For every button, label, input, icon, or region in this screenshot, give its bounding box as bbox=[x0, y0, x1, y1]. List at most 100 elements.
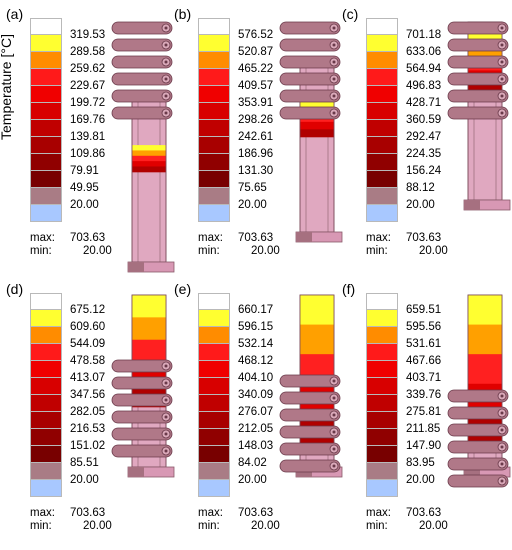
colorbar-segment bbox=[366, 86, 398, 103]
max-min-readout: max: 703.63 min: 20.00 bbox=[366, 507, 448, 533]
heat-zone-band bbox=[300, 295, 334, 326]
max-key: max: bbox=[30, 507, 55, 519]
colorbar-segment bbox=[30, 154, 62, 171]
induction-model bbox=[111, 21, 175, 273]
panel-b: (b) 576.52 520.87 465.22 409.57 353.91 298.26 2… bbox=[168, 0, 343, 275]
colorbar-segment bbox=[198, 480, 230, 497]
coil-turn bbox=[111, 89, 173, 103]
heat-zone-band bbox=[300, 99, 334, 108]
tick-label: 339.76 bbox=[406, 389, 442, 401]
colorbar-axis-label: Temperature [°C] bbox=[0, 34, 14, 140]
coil-turn bbox=[447, 406, 509, 420]
coil-turn bbox=[447, 423, 509, 437]
tick-label: 20.00 bbox=[406, 199, 435, 211]
panel-d: (d) 675.12 609.60 544.09 478.58 413.07 347.56 2… bbox=[0, 275, 175, 550]
colorbar-segment bbox=[30, 463, 62, 480]
tick-label: 596.15 bbox=[238, 321, 274, 333]
tube bbox=[299, 61, 335, 233]
coil-turn bbox=[447, 38, 509, 52]
max-min-readout: max: 703.63 min: 20.00 bbox=[198, 507, 280, 533]
tick-label: 147.90 bbox=[406, 440, 442, 452]
max-min-readout: max: 703.63 min: 20.00 bbox=[30, 232, 112, 258]
colorbar bbox=[198, 18, 230, 222]
colorbar-segment bbox=[30, 344, 62, 361]
colorbar bbox=[366, 18, 398, 222]
coil-turn bbox=[279, 425, 341, 439]
colorbar-segment bbox=[366, 154, 398, 171]
coil-turn bbox=[279, 55, 341, 69]
tick-label: 360.59 bbox=[406, 114, 442, 126]
colorbar-segment bbox=[198, 171, 230, 188]
max-key: max: bbox=[366, 232, 391, 244]
heat-zone-band bbox=[132, 339, 166, 363]
min-row: min: 20.00 bbox=[198, 520, 280, 533]
colorbar-segment bbox=[30, 35, 62, 52]
tick-label: 276.07 bbox=[238, 406, 274, 418]
max-row: max: 703.63 bbox=[30, 507, 112, 520]
tick-label: 413.07 bbox=[70, 372, 106, 384]
tick-label: 701.18 bbox=[406, 29, 442, 41]
panel-label: (b) bbox=[174, 6, 192, 22]
panel-a: (a) Temperature [°C] 319.53 289.58 259.62 229… bbox=[0, 0, 175, 275]
tick-label: 156.24 bbox=[406, 165, 442, 177]
tick-label: 404.10 bbox=[238, 372, 274, 384]
tick-label: 675.12 bbox=[70, 304, 106, 316]
colorbar-segment bbox=[366, 480, 398, 497]
panel-c: (c) 701.18 633.06 564.94 496.83 428.71 360.59 2… bbox=[336, 0, 511, 275]
colorbar-segment bbox=[366, 69, 398, 86]
tick-label: 564.94 bbox=[406, 63, 442, 75]
tick-label: 520.87 bbox=[238, 46, 274, 58]
colorbar-segment bbox=[366, 18, 398, 35]
min-value: 20.00 bbox=[83, 245, 112, 257]
tick-label: 148.03 bbox=[238, 440, 274, 452]
tick-label: 212.05 bbox=[238, 423, 274, 435]
max-min-readout: max: 703.63 min: 20.00 bbox=[366, 232, 448, 258]
tick-label: 216.53 bbox=[70, 423, 106, 435]
tick-label: 109.86 bbox=[70, 148, 106, 160]
colorbar-segment bbox=[366, 327, 398, 344]
max-value: 703.63 bbox=[406, 507, 442, 519]
tick-label: 576.52 bbox=[238, 29, 274, 41]
tick-label: 282.05 bbox=[70, 406, 106, 418]
tick-label: 633.06 bbox=[406, 46, 442, 58]
colorbar-segment bbox=[198, 18, 230, 35]
colorbar-segment bbox=[366, 395, 398, 412]
colorbar-segment bbox=[366, 171, 398, 188]
colorbar-segment bbox=[30, 103, 62, 120]
tick-label: 242.61 bbox=[238, 131, 274, 143]
colorbar bbox=[30, 18, 62, 222]
colorbar-segment bbox=[366, 446, 398, 463]
colorbar-segment bbox=[30, 120, 62, 137]
colorbar bbox=[30, 293, 62, 497]
colorbar-segment bbox=[198, 120, 230, 137]
min-value: 20.00 bbox=[83, 520, 112, 532]
min-row: min: 20.00 bbox=[366, 245, 448, 258]
colorbar-segment bbox=[198, 103, 230, 120]
coil-turn bbox=[447, 389, 509, 403]
coil-turn bbox=[279, 459, 341, 473]
coil-turn bbox=[111, 55, 173, 69]
panel-f: (f) 659.51 595.56 531.61 467.66 403.71 339.76 2… bbox=[336, 275, 511, 550]
colorbar-segment bbox=[30, 327, 62, 344]
tick-label: 496.83 bbox=[406, 80, 442, 92]
colorbar-segment bbox=[198, 205, 230, 222]
colorbar-segment bbox=[30, 205, 62, 222]
min-row: min: 20.00 bbox=[198, 245, 280, 258]
coil-turn bbox=[111, 72, 173, 86]
colorbar-segment bbox=[198, 446, 230, 463]
max-key: max: bbox=[30, 232, 55, 244]
coil-turn bbox=[279, 72, 341, 86]
colorbar-segment bbox=[198, 86, 230, 103]
tick-label: 340.09 bbox=[238, 389, 274, 401]
tick-label: 139.81 bbox=[70, 131, 106, 143]
coil-turn bbox=[279, 21, 341, 35]
colorbar-segment bbox=[30, 137, 62, 154]
tick-label: 186.96 bbox=[238, 148, 274, 160]
colorbar-segment bbox=[30, 18, 62, 35]
tick-label: 20.00 bbox=[70, 474, 99, 486]
tick-label: 609.60 bbox=[70, 321, 106, 333]
tick-label: 151.02 bbox=[70, 440, 106, 452]
tick-label: 20.00 bbox=[238, 199, 267, 211]
max-min-readout: max: 703.63 min: 20.00 bbox=[30, 507, 112, 533]
colorbar-segment bbox=[30, 412, 62, 429]
